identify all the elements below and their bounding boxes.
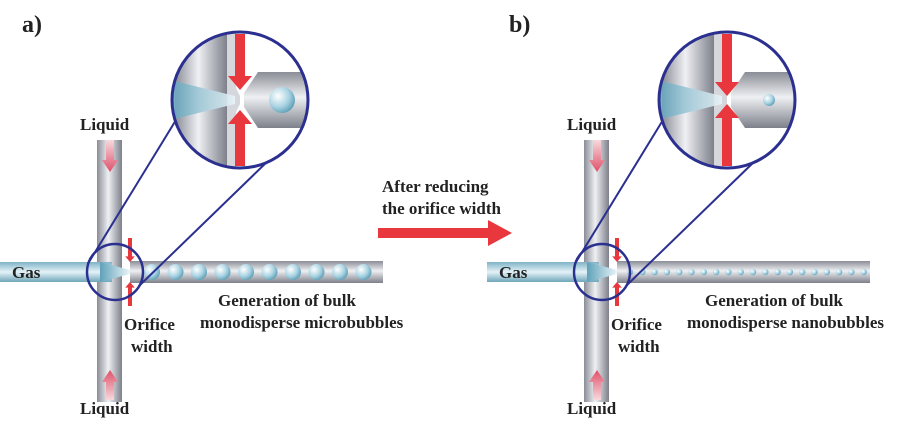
red-arrow	[228, 110, 252, 166]
gas-pipe	[0, 262, 112, 282]
zoom-bubble	[763, 94, 775, 106]
generation-label: Generation of bulk	[218, 291, 356, 310]
zoom-cone	[659, 80, 722, 120]
bubble	[191, 264, 207, 280]
bubble	[786, 268, 794, 276]
zoom-big	[170, 30, 310, 170]
red-arrow	[715, 34, 739, 96]
liquid-arrow	[102, 140, 118, 172]
orifice-label: Orifice	[124, 315, 175, 334]
bubble	[848, 268, 855, 276]
red-arrow	[125, 282, 135, 306]
bubble	[355, 264, 372, 280]
bubble	[332, 264, 348, 280]
gas-cone	[587, 262, 617, 282]
zoom-content	[172, 32, 308, 168]
transition-text: After reducing	[382, 177, 489, 196]
orifice-label: Orifice	[611, 315, 662, 334]
bubble	[823, 268, 830, 276]
generation-label: Generation of bulk	[705, 291, 843, 310]
transition-arrow	[378, 220, 512, 246]
bubble	[663, 268, 671, 276]
liquid-label: Liquid	[80, 399, 130, 418]
bubble	[688, 268, 695, 276]
panel: b) Liquid Liquid Gas Orifice width Generation …	[487, 12, 884, 418]
panel: a) Liquid Liquid Gas Orifice width Generation …	[0, 12, 404, 418]
red-arrow	[228, 34, 252, 90]
panels: a) Liquid Liquid Gas Orifice width Generation …	[0, 12, 884, 418]
liquid-arrow	[589, 140, 605, 172]
panel-label: b)	[509, 12, 530, 38]
red-arrow	[612, 282, 622, 306]
bubble	[238, 264, 254, 280]
zoom-small	[85, 242, 145, 302]
bubble	[835, 268, 843, 276]
bubble	[700, 268, 707, 276]
bubble	[762, 268, 769, 276]
zoom-cone	[172, 80, 235, 120]
transition-text: the orifice width	[382, 199, 502, 218]
bubble	[737, 268, 744, 276]
generation-label: monodisperse nanobubbles	[687, 313, 884, 332]
orifice-label: width	[618, 337, 660, 356]
red-arrow	[125, 238, 135, 262]
orifice-label: width	[131, 337, 173, 356]
zoom-bubble	[269, 87, 295, 113]
bubble	[811, 268, 818, 276]
zoom-line	[88, 119, 177, 263]
gas-label: Gas	[499, 263, 528, 282]
zoom-small	[572, 242, 632, 302]
bubble	[285, 264, 301, 280]
zoom-line	[575, 119, 664, 263]
bubble	[712, 268, 720, 276]
red-arrow	[715, 104, 739, 166]
liquid-arrow	[102, 370, 118, 400]
bubble	[774, 268, 781, 276]
bubble	[261, 264, 278, 280]
bubble	[799, 268, 806, 276]
panel-label: a)	[22, 12, 42, 38]
liquid-arrow	[589, 370, 605, 400]
bubble	[860, 268, 867, 276]
gas-cone	[100, 262, 130, 282]
generation-label: monodisperse microbubbles	[200, 313, 404, 332]
bubble	[167, 264, 184, 280]
bubble	[725, 268, 732, 276]
bubble	[676, 268, 683, 276]
gas-pipe	[487, 262, 599, 282]
liquid-label: Liquid	[567, 399, 617, 418]
liquid-label: Liquid	[80, 115, 130, 134]
bubble	[308, 264, 325, 280]
bubble	[651, 268, 658, 276]
gas-label: Gas	[12, 263, 41, 282]
zoom-big	[657, 30, 797, 170]
red-arrow	[612, 238, 622, 262]
bubble	[749, 268, 757, 276]
liquid-label: Liquid	[567, 115, 617, 134]
bubble	[214, 264, 231, 280]
